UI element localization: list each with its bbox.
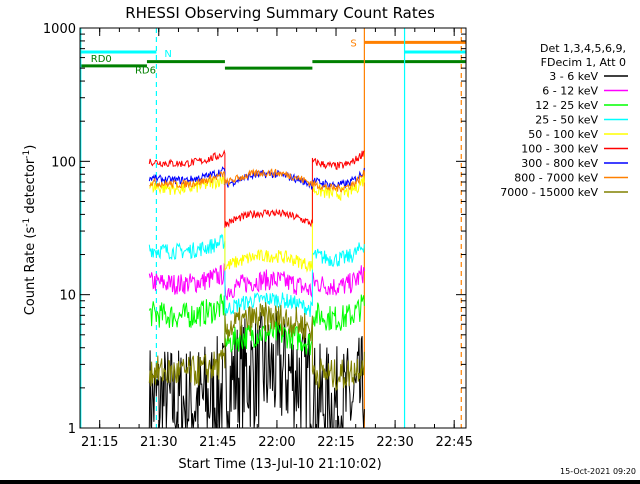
x-tick-label: 22:30 (376, 435, 413, 450)
legend-entry: 3 - 6 keV (549, 70, 598, 83)
flag-label: RD0 (91, 54, 112, 65)
legend-header: Det 1,3,4,5,6,9, (540, 42, 626, 55)
series-line (148, 262, 365, 301)
legend-header: FDecim 1, Att 0 (541, 56, 626, 69)
y-axis-label-part: ) (23, 145, 38, 150)
x-tick-label: 21:45 (199, 435, 236, 450)
y-tick-label: 1 (68, 422, 76, 437)
series-line (148, 149, 365, 228)
y-axis-label-part: Count Rate (s (23, 227, 38, 316)
y-tick-label: 100 (51, 155, 76, 170)
x-tick-label: 22:15 (317, 435, 354, 450)
flag-label: N (164, 49, 171, 60)
x-tick-label: 22:45 (435, 435, 472, 450)
count-rate-series (148, 149, 365, 430)
x-tick-label: 22:00 (258, 435, 295, 450)
footer-timestamp: 15-Oct-2021 09:20 (560, 467, 636, 476)
flag-label: RD6 (135, 66, 156, 77)
flag-label: S (350, 38, 356, 49)
y-axis-label-sup: -1 (22, 218, 32, 227)
x-tick-label: 21:30 (140, 435, 177, 450)
series-line (148, 310, 365, 430)
x-tick-label: 21:15 (81, 435, 118, 450)
legend-entry: 100 - 300 keV (521, 143, 598, 156)
series-line (148, 293, 365, 356)
legend-entry: 7000 - 15000 keV (500, 186, 598, 199)
y-tick-label: 10 (59, 289, 76, 304)
series-line (148, 233, 365, 318)
y-tick-label: 1000 (43, 22, 76, 37)
legend-entry: 50 - 100 keV (528, 128, 598, 141)
y-axis-label: Count Rate (s-1 detector-1) (22, 145, 38, 316)
legend-entry: 800 - 7000 keV (514, 172, 598, 185)
y-axis-label-sup: -1 (22, 150, 32, 159)
series-line (149, 168, 365, 193)
y-axis: 1 10 100 1000 (43, 22, 466, 437)
observing-flags: RD0 RD6 N S (80, 38, 466, 77)
legend: Det 1,3,4,5,6,9,FDecim 1, Att 03 - 6 keV… (500, 42, 628, 199)
chart-title: RHESSI Observing Summary Count Rates (125, 4, 435, 22)
series-line (148, 302, 365, 392)
y-axis-label-part: detector (23, 158, 38, 218)
x-axis-label: Start Time (13-Jul-10 21:10:02) (178, 457, 381, 472)
plot-frame (79, 27, 467, 429)
legend-entry: 25 - 50 keV (535, 114, 598, 127)
legend-entry: 6 - 12 keV (542, 85, 598, 98)
x-axis: 21:15 21:30 21:45 22:00 22:15 22:30 22:45 (79, 28, 473, 450)
legend-entry: 300 - 800 keV (521, 157, 598, 170)
legend-entry: 12 - 25 keV (535, 99, 598, 112)
